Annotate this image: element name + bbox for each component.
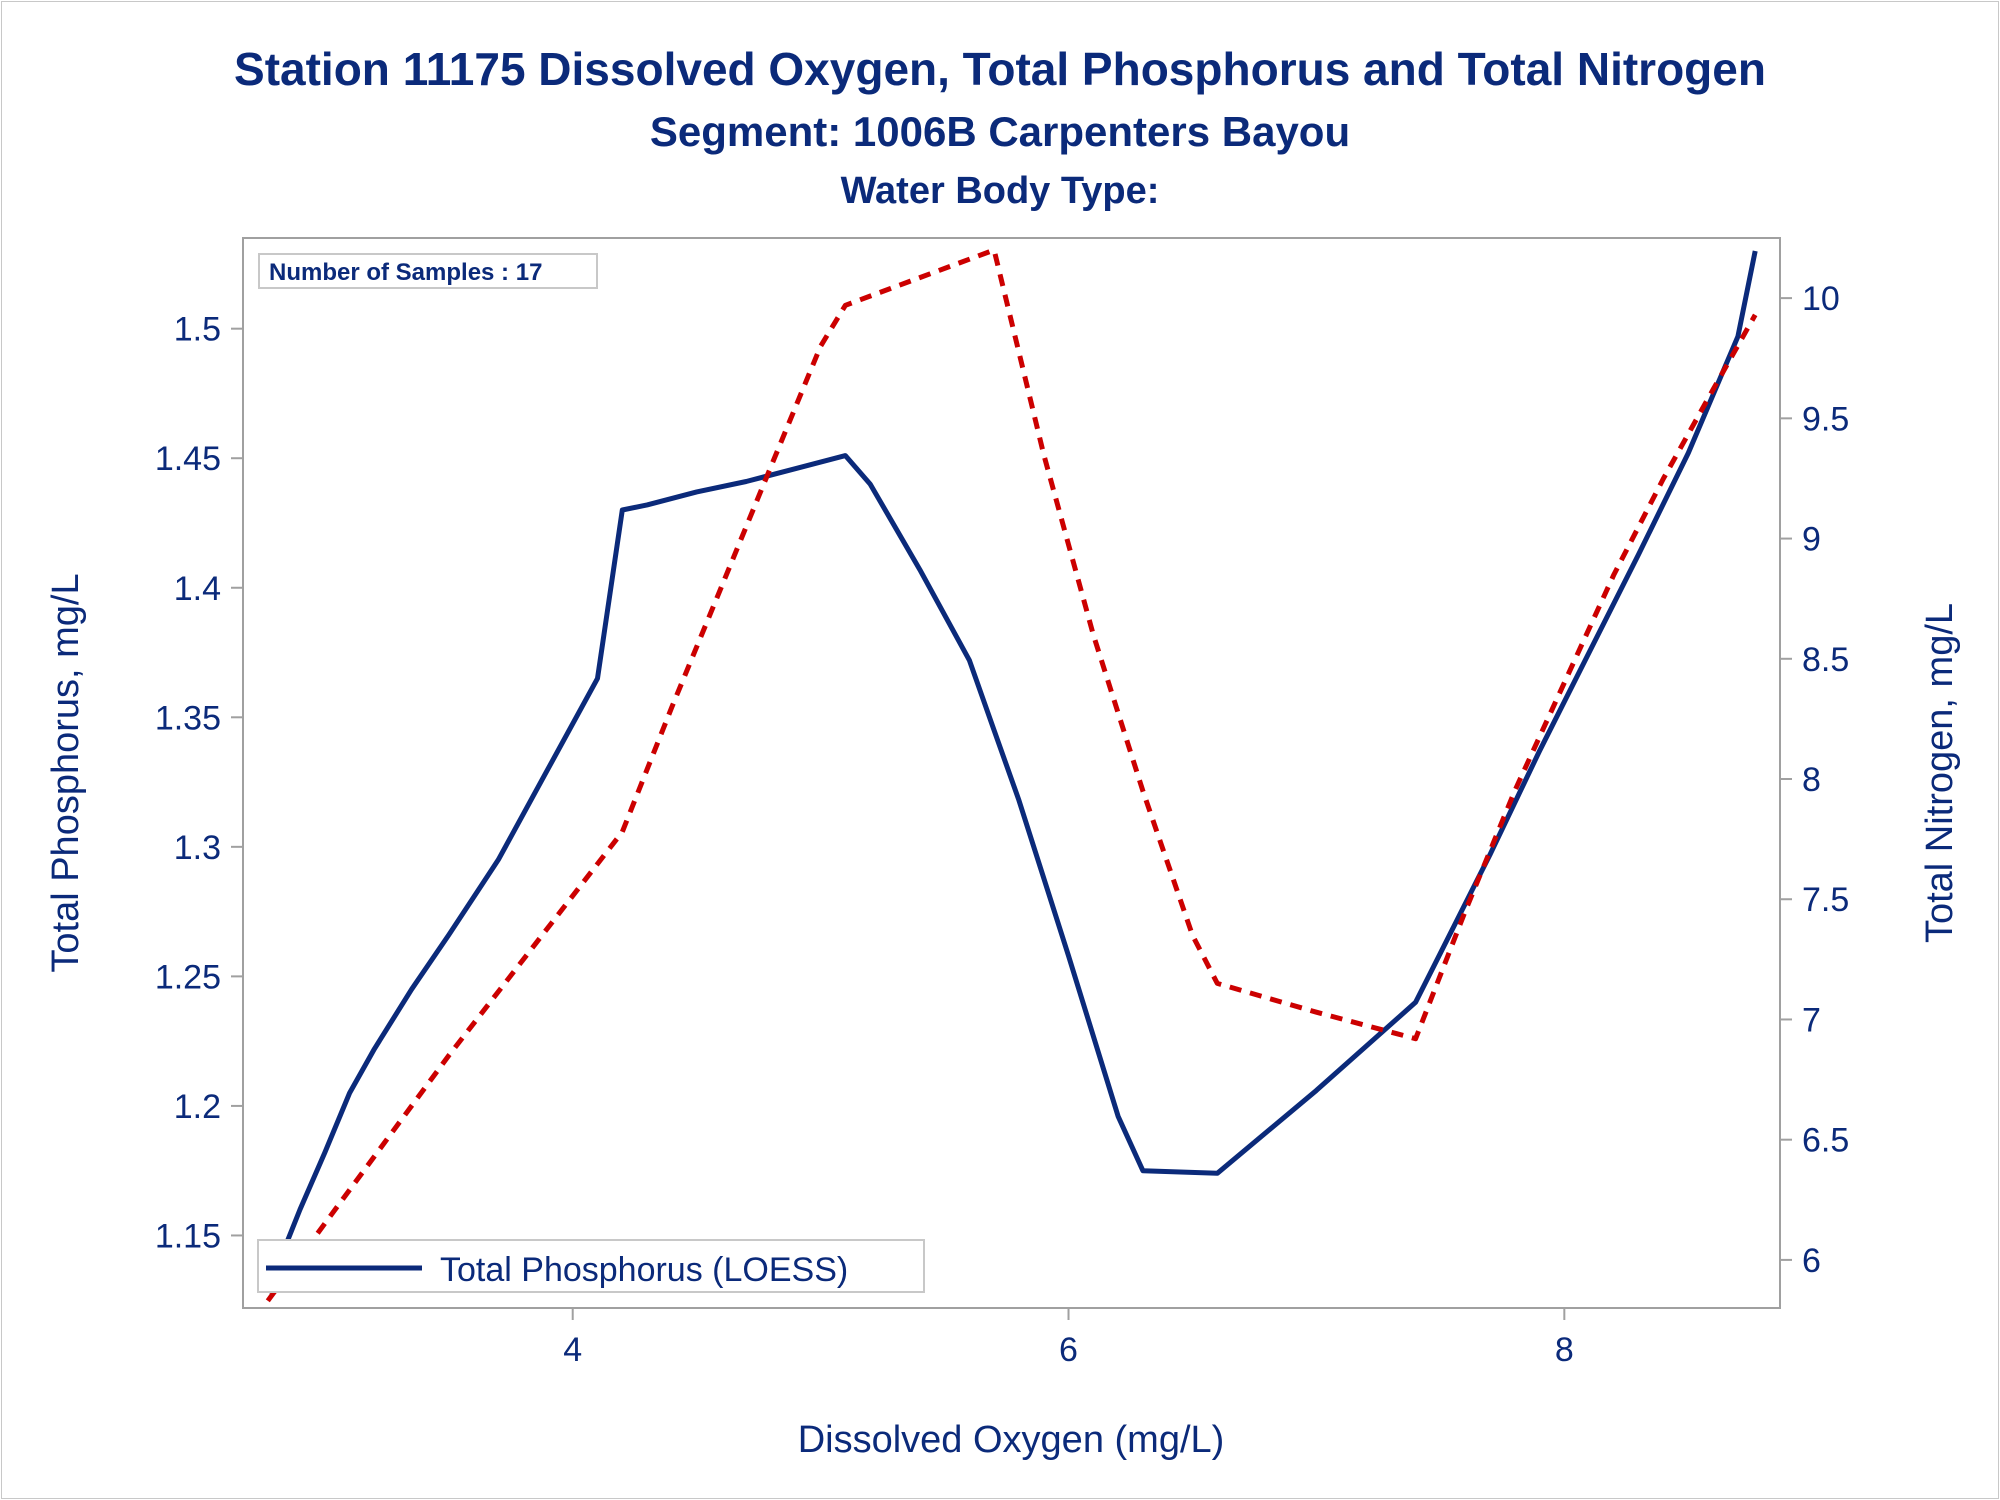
y-tick-label: 1.45: [155, 440, 221, 478]
y-tick-label: 1.3: [174, 829, 221, 867]
x-axis: 4 6 8: [563, 1308, 1574, 1369]
y-tick-label: 1.25: [155, 958, 221, 996]
series-line-nitrogen: [265, 247, 1758, 1303]
y-tick-label: 1.4: [174, 570, 221, 608]
x-tick-label: 8: [1555, 1331, 1574, 1369]
y-tick-label: 1.2: [174, 1088, 221, 1126]
y2-tick-label: 6: [1802, 1242, 1821, 1280]
y2-tick-label: 10: [1802, 280, 1840, 318]
y2-tick-label: 9.5: [1802, 400, 1849, 438]
x-axis-label: Dissolved Oxygen (mg/L): [798, 1419, 1225, 1461]
x-tick-label: 6: [1059, 1331, 1078, 1369]
sample-count-box: [258, 253, 598, 289]
y-axis-label-right: Total Nitrogen, mg/L: [1919, 603, 1961, 943]
series-line-phosphorus: [265, 250, 1758, 1294]
y2-tick-label: 6.5: [1802, 1122, 1849, 1160]
y-axis-label-left: Total Phosphorus, mg/L: [45, 573, 87, 972]
chart-title: Station 11175 Dissolved Oxygen, Total Ph…: [234, 43, 1766, 95]
y2-tick-label: 9: [1802, 521, 1821, 559]
y2-tick-label: 8: [1802, 761, 1821, 799]
y-tick-label: 1.15: [155, 1217, 221, 1255]
y2-tick-label: 7.5: [1802, 881, 1849, 919]
y2-tick-label: 7: [1802, 1001, 1821, 1039]
legend-label-phosphorus: Total Phosphorus (LOESS): [440, 1251, 848, 1289]
sample-count-label: Number of Samples : 17: [269, 259, 542, 286]
series-layer: [265, 247, 1758, 1303]
chart-subtitle-segment: Segment: 1006B Carpenters Bayou: [649, 108, 1351, 155]
y-axis-right: 6 6.5 7 7.5 8 8.5 9 9.5 10: [1780, 280, 1849, 1280]
y-axis-left: 1.15 1.2 1.25 1.3 1.35 1.4 1.45 1.5: [155, 311, 243, 1255]
chart-subtitle-water-body: Water Body Type:: [840, 170, 1160, 212]
y-tick-label: 1.35: [155, 699, 221, 737]
y-tick-label: 1.5: [174, 311, 221, 349]
plot-area-frame: [242, 237, 1781, 1309]
x-tick-label: 4: [563, 1331, 582, 1369]
y2-tick-label: 8.5: [1802, 641, 1849, 679]
